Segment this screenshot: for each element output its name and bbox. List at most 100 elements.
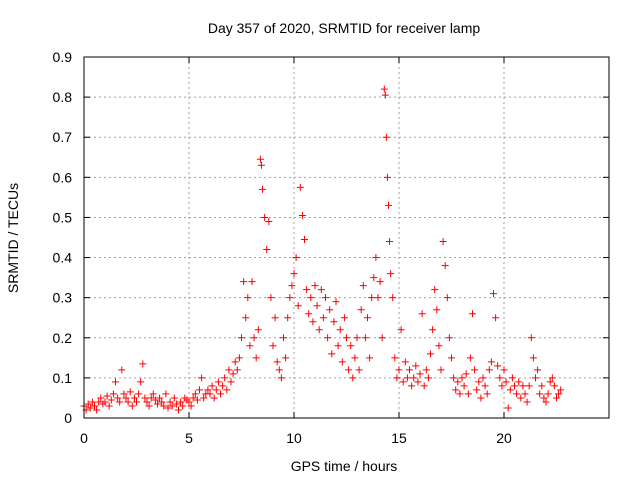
y-tick-label: 0.4 [53, 250, 73, 266]
data-point [286, 294, 294, 302]
data-point [170, 394, 178, 402]
data-point [269, 342, 277, 350]
data-point [334, 342, 342, 350]
data-point [542, 398, 550, 406]
data-point [548, 374, 556, 382]
data-point [101, 398, 109, 406]
data-point [246, 342, 254, 350]
data-point [196, 386, 203, 394]
data-point [120, 390, 128, 398]
data-point [372, 254, 380, 262]
data-point [359, 282, 367, 290]
data-point [450, 374, 458, 382]
data-point [403, 374, 411, 382]
data-point [353, 334, 361, 342]
data-point [458, 374, 466, 382]
data-point [469, 310, 476, 318]
data-point [143, 398, 151, 406]
data-point [492, 314, 500, 322]
data-point [481, 382, 489, 390]
data-point [454, 378, 462, 386]
data-point [420, 382, 428, 390]
data-point [427, 350, 434, 358]
data-point [399, 378, 407, 386]
y-tick-label: 0.5 [53, 209, 73, 225]
data-point [319, 314, 327, 322]
data-point [166, 398, 174, 406]
data-point [294, 302, 302, 310]
data-point [527, 334, 535, 342]
data-point [540, 394, 548, 402]
data-point [500, 366, 508, 374]
data-point [95, 398, 103, 406]
data-point [298, 211, 306, 219]
data-point [349, 374, 357, 382]
data-point [212, 386, 220, 394]
data-point [158, 398, 166, 406]
data-point [387, 270, 395, 278]
data-point [433, 306, 441, 314]
data-point [198, 374, 206, 382]
data-point [380, 85, 388, 93]
data-point [137, 378, 145, 386]
data-point [109, 390, 117, 398]
data-point [338, 358, 346, 366]
x-tick-label: 20 [496, 430, 512, 446]
data-point [416, 370, 424, 378]
data-point [376, 278, 384, 286]
data-point [557, 386, 565, 394]
data-point [168, 402, 176, 410]
data-point [345, 366, 353, 374]
x-axis-label: GPS time / hours [291, 458, 398, 474]
data-point [517, 394, 525, 402]
data-point [240, 278, 248, 286]
data-point [149, 390, 157, 398]
data-point [452, 386, 460, 394]
data-point [118, 366, 126, 374]
data-point [519, 382, 527, 390]
data-point [231, 358, 239, 366]
data-point [107, 396, 115, 404]
data-point [238, 334, 245, 342]
data-point [464, 390, 472, 398]
data-point [550, 382, 558, 390]
data-point [309, 318, 317, 326]
data-point [187, 402, 195, 410]
data-point [448, 354, 455, 362]
data-point [116, 398, 124, 406]
data-point [332, 298, 340, 306]
data-point [361, 334, 369, 342]
data-point [315, 326, 323, 334]
data-point [410, 374, 418, 382]
data-point [257, 161, 265, 169]
data-point [490, 290, 497, 298]
data-point [347, 342, 355, 350]
data-point [261, 213, 269, 221]
data-point [555, 390, 563, 398]
data-point [307, 294, 315, 302]
data-point [441, 262, 449, 270]
data-point [504, 404, 512, 412]
data-point [336, 326, 344, 334]
data-point [103, 392, 111, 400]
data-point [462, 370, 470, 378]
data-point [523, 398, 531, 406]
data-point [225, 366, 233, 374]
data-point [242, 314, 250, 322]
data-point [513, 390, 521, 398]
data-point [233, 366, 241, 374]
data-point [368, 294, 376, 302]
data-point [219, 382, 227, 390]
axis-ticks: 0 5 10 15 20 0 0.1 0.2 0.3 0.4 0.5 0.6 0.7 0.8 0.9 [53, 49, 609, 446]
data-point [130, 394, 138, 402]
data-point [122, 394, 130, 402]
data-point [498, 382, 506, 390]
data-point [172, 400, 180, 408]
data-point [280, 334, 287, 342]
x-tick-label: 15 [391, 430, 407, 446]
data-point [221, 374, 229, 382]
data-point [259, 185, 266, 193]
data-point [532, 374, 539, 382]
data-point [93, 406, 101, 414]
data-point [313, 302, 321, 310]
